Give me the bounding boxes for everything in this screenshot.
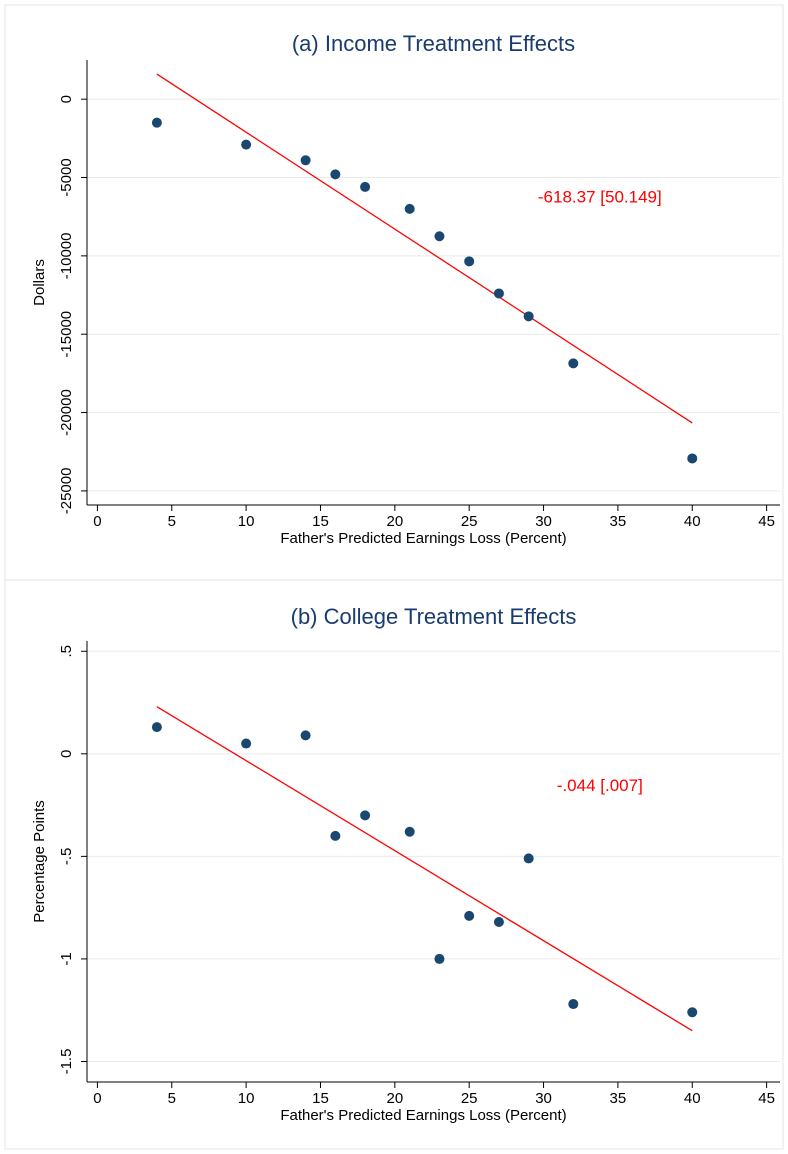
x-tick-label: 35 [610, 1090, 627, 1107]
y-tick-label: 0 [58, 95, 75, 103]
x-tick-label: 30 [535, 513, 552, 530]
point [404, 826, 415, 837]
x-tick-label: 10 [238, 1090, 255, 1107]
point [523, 853, 534, 864]
x-tick-label: 30 [535, 1090, 552, 1107]
point [493, 288, 504, 299]
point [360, 810, 371, 821]
fit-line [156, 706, 693, 1032]
annotation: -618.37 [50.149] [538, 187, 662, 206]
point [360, 181, 371, 192]
y-tick-label: -5000 [58, 158, 75, 196]
y-tick-label: 0 [58, 750, 75, 758]
point [523, 311, 534, 322]
x-tick-label: 45 [758, 513, 775, 530]
point [151, 117, 162, 128]
point [464, 910, 475, 921]
x-tick-label: 15 [312, 1090, 329, 1107]
point [568, 358, 579, 369]
x-tick-label: 45 [758, 1090, 775, 1107]
y-tick-label: -15000 [58, 311, 75, 358]
x-tick-label: 20 [386, 513, 403, 530]
x-tick-label: 40 [684, 513, 701, 530]
point [434, 231, 445, 242]
fit-line [156, 73, 693, 424]
point [330, 169, 341, 180]
x-axis-label: Father's Predicted Earnings Loss (Percen… [280, 530, 566, 547]
panel-frame [4, 579, 784, 1150]
y-tick-label: -1 [58, 952, 75, 965]
annotation: -.044 [.007] [557, 776, 643, 795]
x-tick-label: 25 [461, 1090, 478, 1107]
x-axis-label: Father's Predicted Earnings Loss (Percen… [280, 1107, 566, 1124]
point [241, 139, 252, 150]
chart-title: (a) Income Treatment Effects [292, 31, 575, 56]
x-tick-label: 20 [386, 1090, 403, 1107]
y-tick-label: -25000 [58, 468, 75, 515]
point [300, 730, 311, 741]
y-axis-label: Dollars [31, 259, 48, 306]
point [687, 453, 698, 464]
point [434, 953, 445, 964]
x-tick-label: 25 [461, 513, 478, 530]
x-tick-label: 35 [610, 513, 627, 530]
point [241, 738, 252, 749]
point [300, 155, 311, 166]
x-tick-label: 0 [93, 513, 101, 530]
x-tick-label: 5 [168, 513, 176, 530]
y-tick-label: -.5 [58, 848, 75, 866]
x-tick-label: 5 [168, 1090, 176, 1107]
y-tick-label: -1.5 [58, 1049, 75, 1075]
point [330, 830, 341, 841]
chart-title: (b) College Treatment Effects [291, 604, 577, 629]
point [151, 722, 162, 733]
point [404, 203, 415, 214]
x-tick-label: 40 [684, 1090, 701, 1107]
point [493, 917, 504, 928]
x-tick-label: 10 [238, 513, 255, 530]
point [464, 256, 475, 267]
point [568, 999, 579, 1010]
y-tick-label: -10000 [58, 233, 75, 280]
x-tick-label: 15 [312, 513, 329, 530]
y-axis-label: Percentage Points [31, 800, 48, 923]
x-tick-label: 0 [93, 1090, 101, 1107]
y-tick-label: .5 [58, 645, 75, 658]
y-tick-label: -20000 [58, 389, 75, 436]
panel-frame [4, 4, 784, 581]
point [687, 1007, 698, 1018]
